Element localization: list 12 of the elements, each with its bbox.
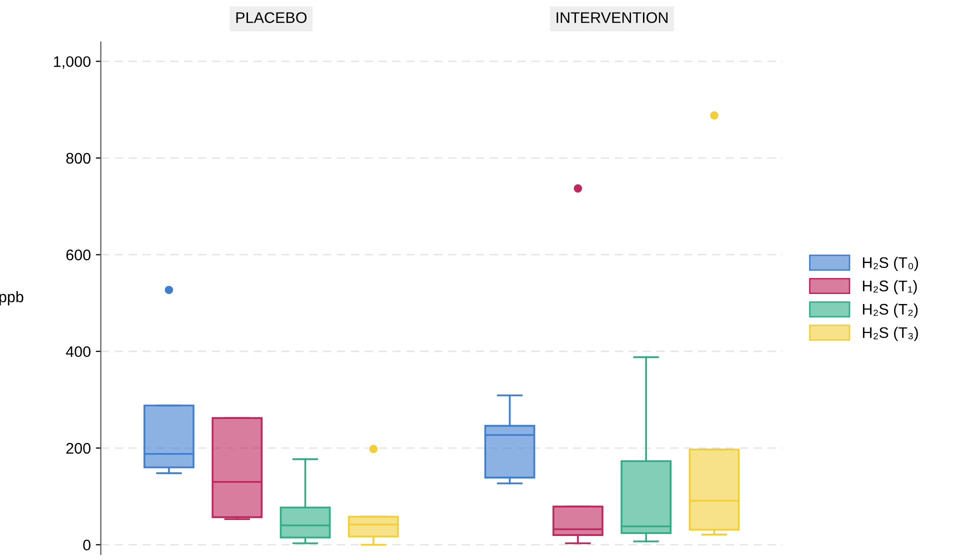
y-tick-label: 800 — [66, 152, 90, 164]
legend-label: H₂S (T₀) — [862, 256, 918, 272]
legend-label: H₂S (T₃) — [862, 326, 918, 342]
y-tick-label: 400 — [66, 346, 90, 358]
y-tick-label: 0 — [83, 540, 90, 550]
x-tick-label: PLACEBO — [236, 12, 307, 24]
legend-label: H₂S (T₁) — [862, 280, 917, 294]
y-tick-label: 600 — [66, 250, 90, 260]
y-tick-label: 200 — [66, 442, 90, 454]
x-tick-label: INTERVENTION — [556, 12, 668, 24]
legend-label: H₂S (T₂) — [862, 303, 918, 318]
y-tick-label: 1,000 — [54, 56, 90, 69]
